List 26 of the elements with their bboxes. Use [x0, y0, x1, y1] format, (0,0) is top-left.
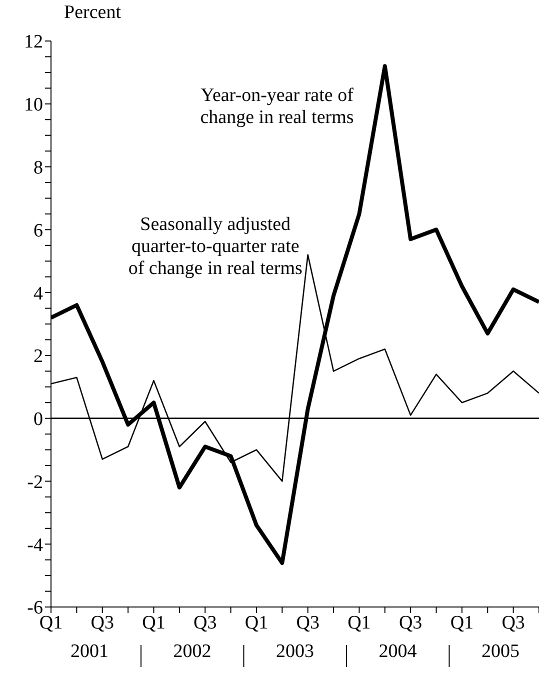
- text: 2004: [378, 641, 418, 663]
- x-tick-label: Q3: [90, 612, 114, 634]
- text: 2002: [172, 641, 212, 663]
- x-tick-label: Q1: [348, 612, 371, 634]
- x-tick-label: Q3: [296, 612, 320, 634]
- y-tick-label: 6: [34, 220, 43, 242]
- x-tick-label: Q1: [244, 612, 268, 634]
- text: 2005: [480, 641, 520, 663]
- x-tick-label: Q3: [398, 612, 422, 634]
- y-tick-label: 10: [24, 94, 43, 116]
- x-tick-label: Q3: [193, 612, 217, 634]
- series-label: Seasonally adjusted quarter-to-quarter rate of change in real terms: [128, 214, 303, 280]
- y-tick-label: -2: [27, 472, 43, 493]
- x-tick-label: Q3: [502, 612, 525, 634]
- y-tick-label: 0: [34, 409, 43, 430]
- y-tick-label: 2: [34, 346, 43, 368]
- x-tick-label: Q1: [142, 612, 166, 634]
- y-tick-label: 4: [34, 283, 44, 304]
- y-tick-label: 12: [24, 32, 43, 53]
- y-tick-label: -4: [27, 534, 44, 556]
- series-label: Year-on-year rate of change in real terms: [199, 85, 355, 130]
- y-tick-label: 8: [34, 158, 43, 179]
- y-axis-title: Percent: [64, 2, 121, 24]
- text: 2003: [275, 641, 315, 663]
- text: 2001: [70, 641, 110, 663]
- x-tick-label: Q1: [450, 612, 474, 634]
